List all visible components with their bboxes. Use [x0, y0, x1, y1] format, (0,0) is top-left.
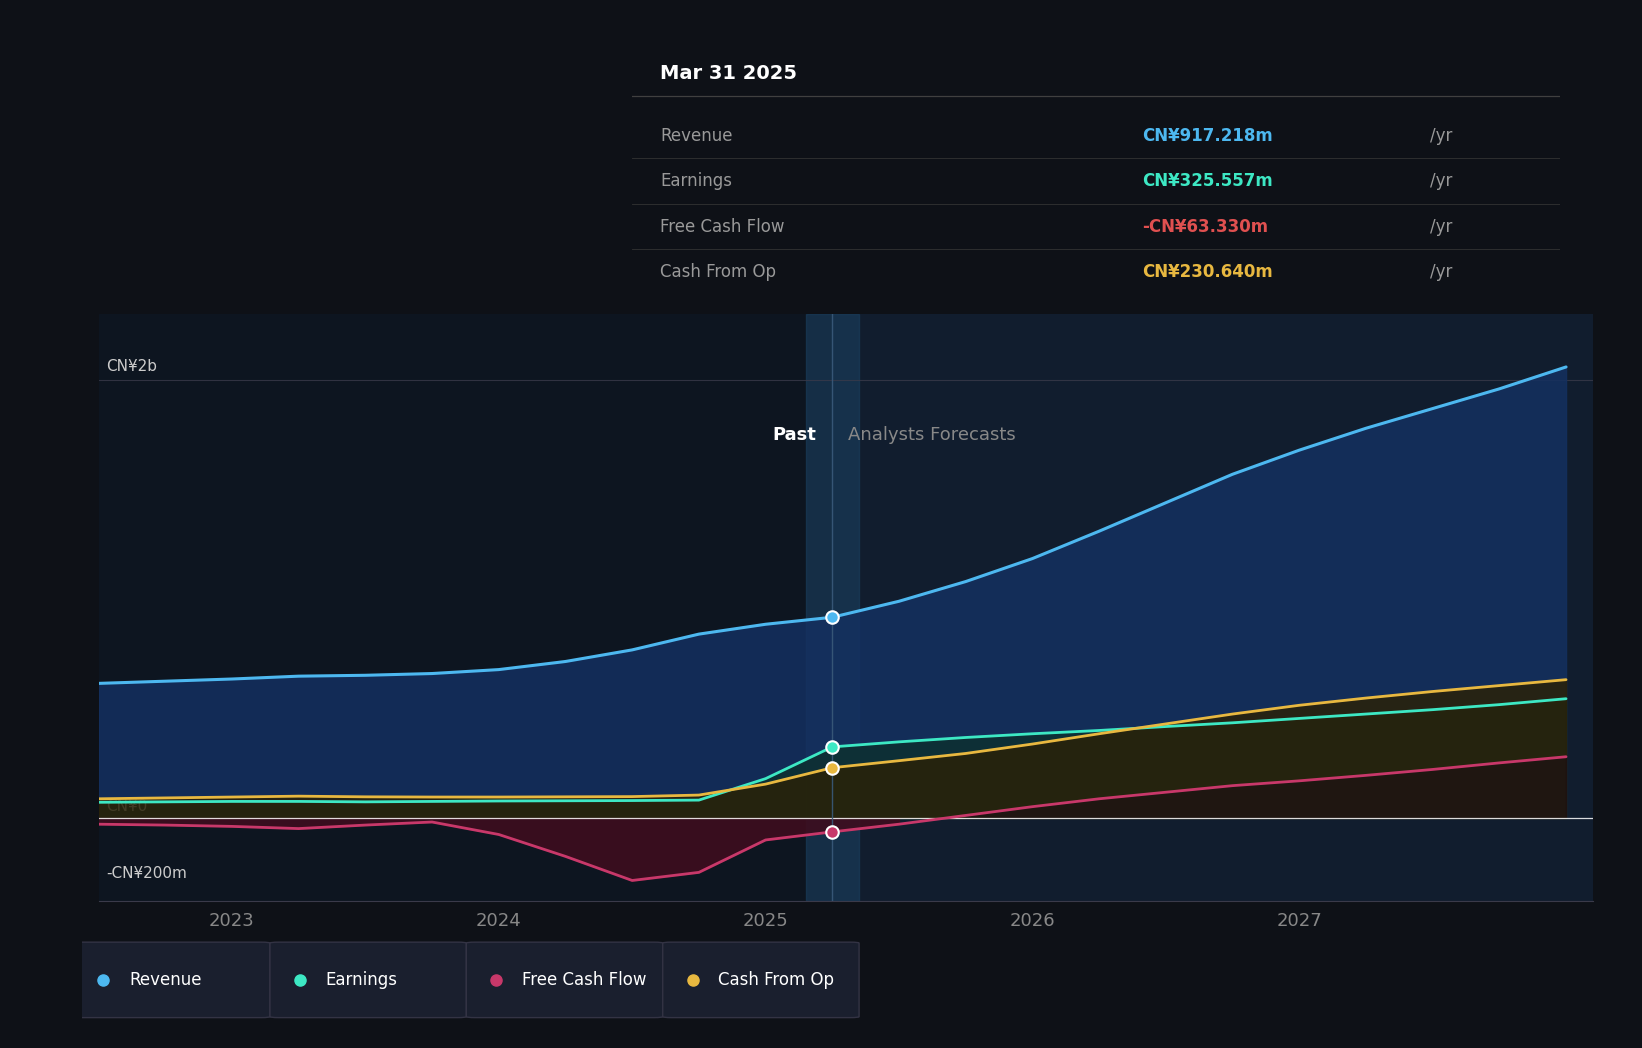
Text: Past: Past	[772, 427, 816, 444]
FancyBboxPatch shape	[74, 942, 269, 1018]
Text: Free Cash Flow: Free Cash Flow	[660, 218, 785, 236]
Text: Earnings: Earnings	[325, 970, 397, 989]
Text: Cash From Op: Cash From Op	[718, 970, 834, 989]
Text: CN¥917.218m: CN¥917.218m	[1143, 127, 1273, 145]
Text: Revenue: Revenue	[130, 970, 202, 989]
Text: Free Cash Flow: Free Cash Flow	[522, 970, 647, 989]
FancyBboxPatch shape	[466, 942, 663, 1018]
Bar	[806, 314, 859, 901]
Text: /yr: /yr	[1430, 127, 1453, 145]
Text: /yr: /yr	[1430, 218, 1453, 236]
Bar	[99, 314, 832, 901]
Text: CN¥230.640m: CN¥230.640m	[1143, 263, 1273, 281]
Text: Earnings: Earnings	[660, 172, 732, 190]
Bar	[832, 314, 1593, 901]
Text: CN¥2b: CN¥2b	[107, 358, 158, 373]
Text: CN¥325.557m: CN¥325.557m	[1143, 172, 1273, 190]
Text: Mar 31 2025: Mar 31 2025	[660, 64, 796, 83]
FancyBboxPatch shape	[663, 942, 859, 1018]
Text: Analysts Forecasts: Analysts Forecasts	[849, 427, 1016, 444]
Text: Revenue: Revenue	[660, 127, 732, 145]
Text: Cash From Op: Cash From Op	[660, 263, 777, 281]
Text: CN¥0: CN¥0	[107, 800, 148, 814]
Text: -CN¥63.330m: -CN¥63.330m	[1143, 218, 1269, 236]
FancyBboxPatch shape	[269, 942, 466, 1018]
Text: /yr: /yr	[1430, 263, 1453, 281]
Text: -CN¥200m: -CN¥200m	[107, 866, 187, 880]
Text: /yr: /yr	[1430, 172, 1453, 190]
